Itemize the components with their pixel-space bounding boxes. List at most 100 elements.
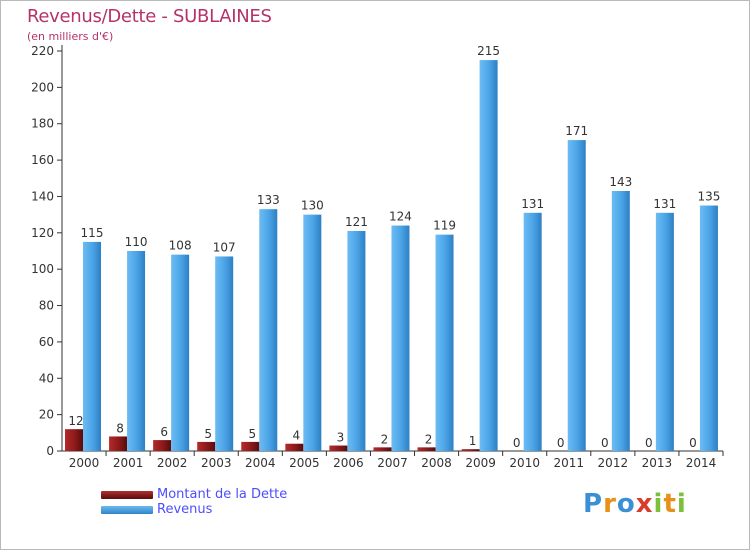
logo-letter: i (676, 489, 687, 519)
bar-revenus (479, 60, 498, 451)
data-label-dette: 1 (469, 434, 477, 448)
logo-letter: o (616, 489, 636, 519)
legend-item-dette: Montant de la Dette (101, 487, 287, 502)
logo-letter: i (653, 489, 664, 519)
bar-dette (109, 436, 128, 451)
bar-revenus (127, 251, 146, 451)
data-label-revenus: 115 (81, 226, 104, 240)
chart-title: Revenus/Dette - SUBLAINES (27, 6, 272, 27)
data-label-revenus: 121 (345, 215, 368, 229)
x-tick-label: 2012 (598, 456, 629, 470)
y-tick-label: 120 (31, 226, 54, 240)
data-label-revenus: 215 (477, 44, 500, 58)
x-tick-label: 2003 (201, 456, 232, 470)
y-tick-label: 200 (31, 80, 54, 94)
bar-revenus (655, 212, 674, 451)
logo-letter: P (583, 489, 604, 519)
legend-item-revenus: Revenus (101, 502, 287, 517)
x-tick-label: 2006 (333, 456, 364, 470)
bar-dette (329, 445, 348, 451)
y-tick-label: 80 (39, 299, 54, 313)
x-tick-label: 2009 (465, 456, 496, 470)
bar-revenus (259, 209, 278, 451)
y-tick-label: 20 (39, 408, 54, 422)
data-label-dette: 3 (337, 431, 345, 445)
x-tick-label: 2007 (377, 456, 408, 470)
bar-revenus (567, 140, 586, 451)
y-tick-label: 180 (31, 117, 54, 131)
x-tick-label: 2008 (421, 456, 452, 470)
y-tick-label: 100 (31, 262, 54, 276)
y-tick-label: 220 (31, 44, 54, 58)
data-label-revenus: 131 (521, 197, 544, 211)
bar-dette (373, 447, 392, 451)
bar-revenus (303, 214, 322, 451)
data-label-dette: 2 (425, 432, 433, 446)
bar-revenus (435, 234, 454, 451)
bar-revenus (171, 254, 190, 451)
legend-swatch-revenus (101, 505, 153, 514)
legend: Montant de la Dette Revenus (101, 487, 287, 517)
data-label-revenus: 110 (125, 235, 148, 249)
data-label-dette: 5 (248, 427, 256, 441)
x-tick-label: 2004 (245, 456, 276, 470)
bar-dette (65, 429, 83, 451)
x-tick-label: 2000 (69, 456, 100, 470)
x-tick-label: 2010 (509, 456, 540, 470)
data-label-dette: 4 (293, 429, 301, 443)
y-tick-label: 40 (39, 371, 54, 385)
x-tick-label: 2011 (553, 456, 584, 470)
data-label-dette: 0 (645, 436, 653, 450)
legend-swatch-dette (101, 490, 153, 499)
legend-label-revenus: Revenus (157, 502, 213, 517)
data-label-dette: 5 (204, 427, 212, 441)
data-label-revenus: 143 (609, 175, 632, 189)
bar-revenus (215, 256, 234, 451)
data-label-dette: 12 (68, 414, 83, 428)
data-label-revenus: 124 (389, 210, 412, 224)
logo-letter: t (663, 489, 677, 519)
data-label-dette: 0 (513, 436, 521, 450)
y-tick-label: 140 (31, 189, 54, 203)
data-label-revenus: 107 (213, 240, 236, 254)
bar-dette (241, 441, 260, 451)
bar-revenus (83, 241, 101, 451)
y-tick-label: 0 (46, 444, 54, 458)
bar-revenus (699, 205, 718, 451)
data-label-revenus: 108 (169, 239, 192, 253)
data-label-dette: 6 (160, 425, 168, 439)
x-tick-label: 2002 (157, 456, 188, 470)
x-tick-label: 2013 (642, 456, 673, 470)
y-tick-label: 60 (39, 335, 54, 349)
bar-dette (461, 449, 480, 451)
bar-dette (417, 447, 436, 451)
bar-revenus (523, 212, 542, 451)
data-label-dette: 8 (116, 421, 124, 435)
bar-dette (285, 443, 304, 451)
data-label-dette: 2 (381, 432, 389, 446)
bar-dette (153, 440, 172, 451)
data-label-revenus: 131 (653, 197, 676, 211)
data-label-dette: 0 (689, 436, 697, 450)
legend-label-dette: Montant de la Dette (157, 487, 288, 502)
x-tick-label: 2001 (113, 456, 144, 470)
data-label-dette: 0 (601, 436, 609, 450)
bar-revenus (391, 225, 410, 451)
x-tick-label: 2005 (289, 456, 320, 470)
bar-revenus (611, 191, 630, 451)
data-label-dette: 0 (557, 436, 565, 450)
logo-letter: x (635, 489, 654, 519)
proxiti-logo: Proxiti (583, 489, 687, 519)
chart-subtitle: (en milliers d'€) (27, 30, 114, 43)
data-label-revenus: 135 (697, 190, 720, 204)
data-label-revenus: 133 (257, 193, 280, 207)
y-tick-label: 160 (31, 153, 54, 167)
bar-dette (197, 441, 216, 451)
logo-letter: r (603, 489, 617, 519)
x-tick-label: 2014 (686, 456, 717, 470)
data-label-revenus: 171 (565, 124, 588, 138)
data-label-revenus: 119 (433, 219, 456, 233)
bar-revenus (347, 231, 366, 451)
